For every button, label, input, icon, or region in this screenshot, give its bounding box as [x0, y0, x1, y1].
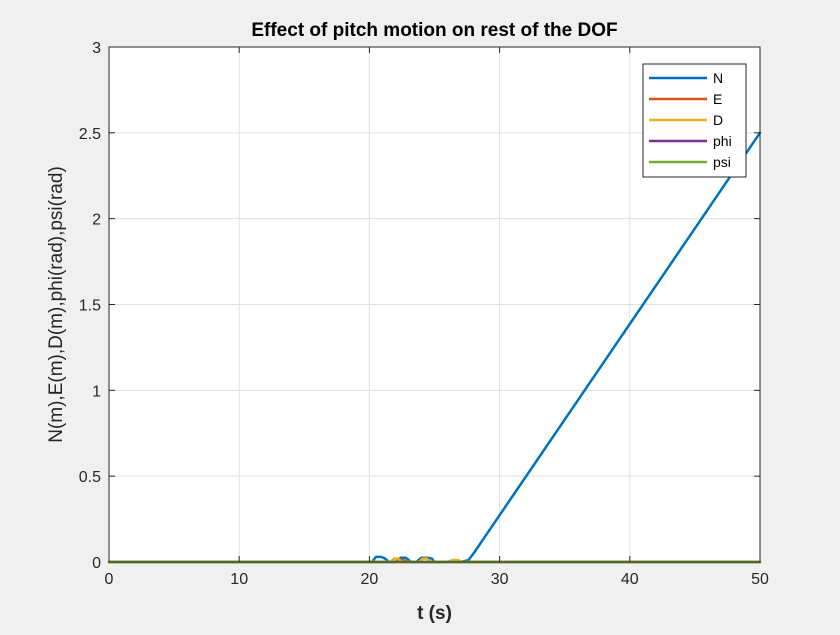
- chart-title: Effect of pitch motion on rest of the DO…: [251, 20, 617, 41]
- y-tick-label: 3: [92, 40, 101, 57]
- legend-label: N: [713, 70, 723, 86]
- x-tick-label: 10: [230, 571, 248, 588]
- legend-label: D: [713, 112, 723, 128]
- y-tick-label: 0.5: [79, 469, 101, 486]
- y-tick-label: 1: [92, 383, 101, 400]
- legend-label: psi: [713, 154, 731, 170]
- axis-ticks: 0 10 20 30 40 50 0 0.5 1 1.5 2 2.5 3: [79, 40, 769, 588]
- y-tick-label: 2.5: [79, 126, 101, 143]
- series-line-d: [107, 557, 762, 564]
- x-tick-label: 20: [361, 571, 379, 588]
- y-tick-label: 0: [92, 555, 101, 572]
- x-tick-label: 0: [105, 571, 114, 588]
- x-tick-label: 50: [751, 571, 769, 588]
- x-tick-label: 40: [621, 571, 639, 588]
- y-tick-label: 1.5: [79, 298, 101, 315]
- y-tick-label: 2: [92, 212, 101, 229]
- legend-label: phi: [713, 133, 732, 149]
- y-axis-label: N(m),E(m),D(m),phi(rad),psi(rad): [46, 166, 67, 443]
- grid-lines: [108, 46, 761, 563]
- legend-label: E: [713, 91, 722, 107]
- x-tick-label: 30: [491, 571, 509, 588]
- x-axis-label: t (s): [417, 603, 452, 624]
